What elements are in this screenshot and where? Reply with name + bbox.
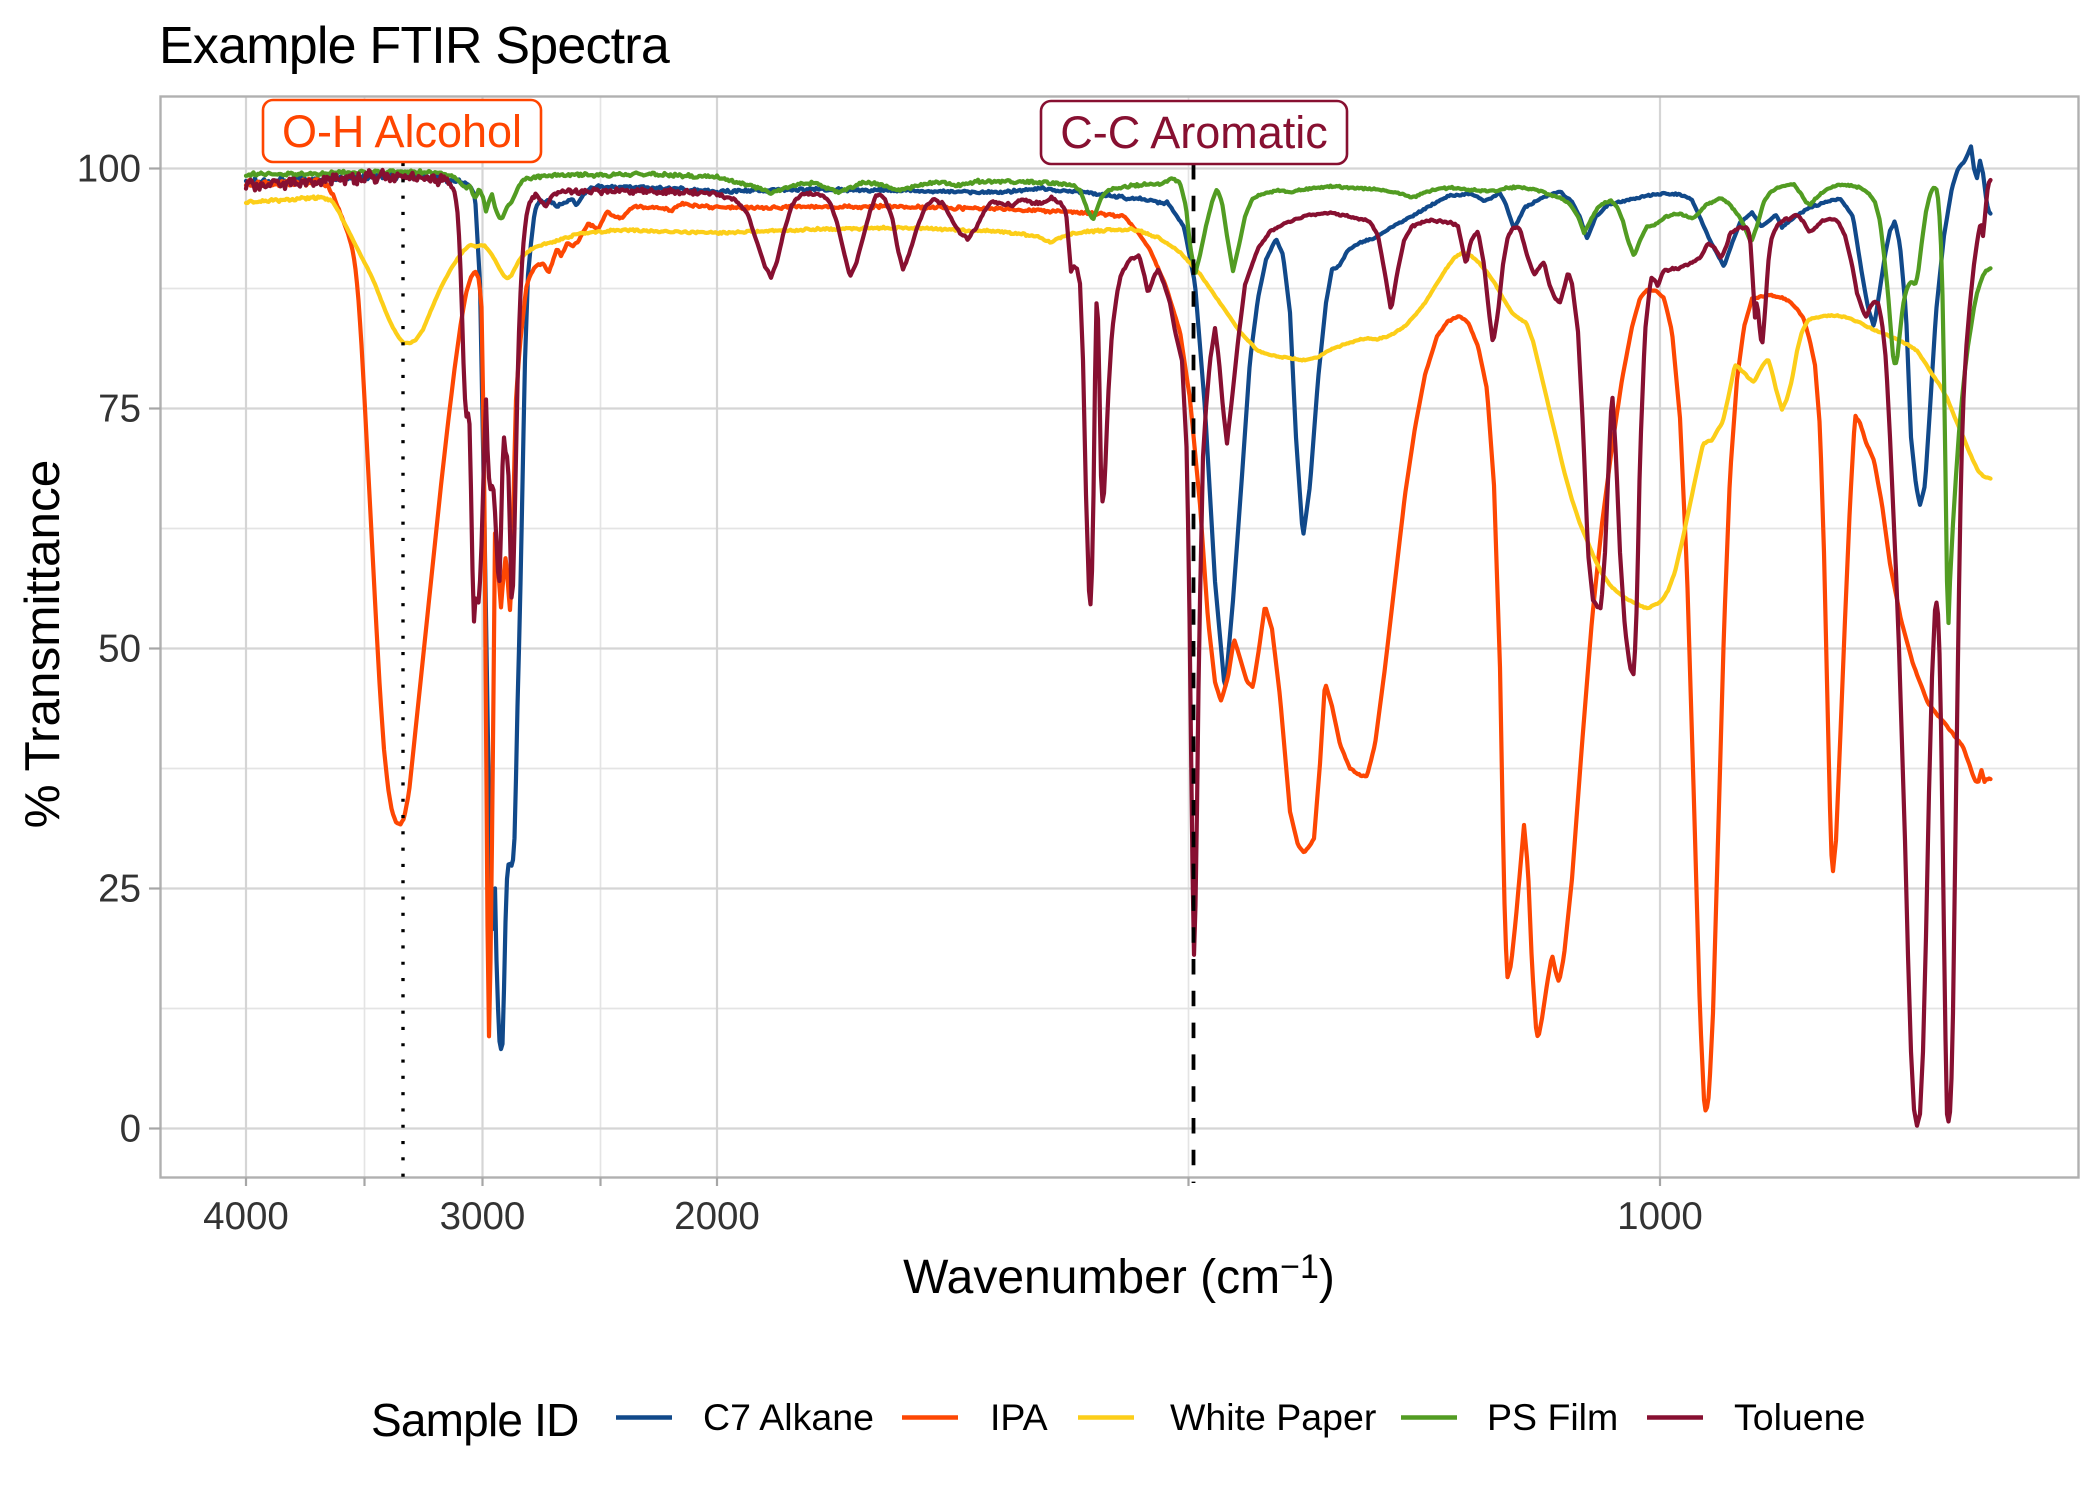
svg-text:C-C Aromatic: C-C Aromatic bbox=[1060, 107, 1328, 158]
svg-text:Example FTIR Spectra: Example FTIR Spectra bbox=[159, 17, 670, 75]
svg-text:PS Film: PS Film bbox=[1487, 1396, 1618, 1438]
svg-text:1000: 1000 bbox=[1617, 1195, 1703, 1238]
svg-text:IPA: IPA bbox=[990, 1396, 1048, 1438]
svg-text:4000: 4000 bbox=[203, 1195, 289, 1238]
svg-text:Sample ID: Sample ID bbox=[371, 1394, 579, 1446]
svg-text:2000: 2000 bbox=[674, 1195, 760, 1238]
svg-text:25: 25 bbox=[98, 868, 141, 911]
svg-text:C7 Alkane: C7 Alkane bbox=[703, 1396, 874, 1438]
svg-text:O-H Alcohol: O-H Alcohol bbox=[282, 106, 522, 157]
svg-text:100: 100 bbox=[77, 148, 141, 191]
svg-text:0: 0 bbox=[120, 1108, 141, 1151]
svg-text:50: 50 bbox=[98, 628, 141, 671]
svg-text:75: 75 bbox=[98, 388, 141, 431]
svg-text:Wavenumber (cm−1): Wavenumber (cm−1) bbox=[903, 1248, 1335, 1304]
svg-text:% Transmittance: % Transmittance bbox=[15, 460, 70, 829]
svg-text:White Paper: White Paper bbox=[1170, 1396, 1376, 1438]
svg-text:Toluene: Toluene bbox=[1734, 1396, 1865, 1438]
svg-text:3000: 3000 bbox=[440, 1195, 526, 1238]
